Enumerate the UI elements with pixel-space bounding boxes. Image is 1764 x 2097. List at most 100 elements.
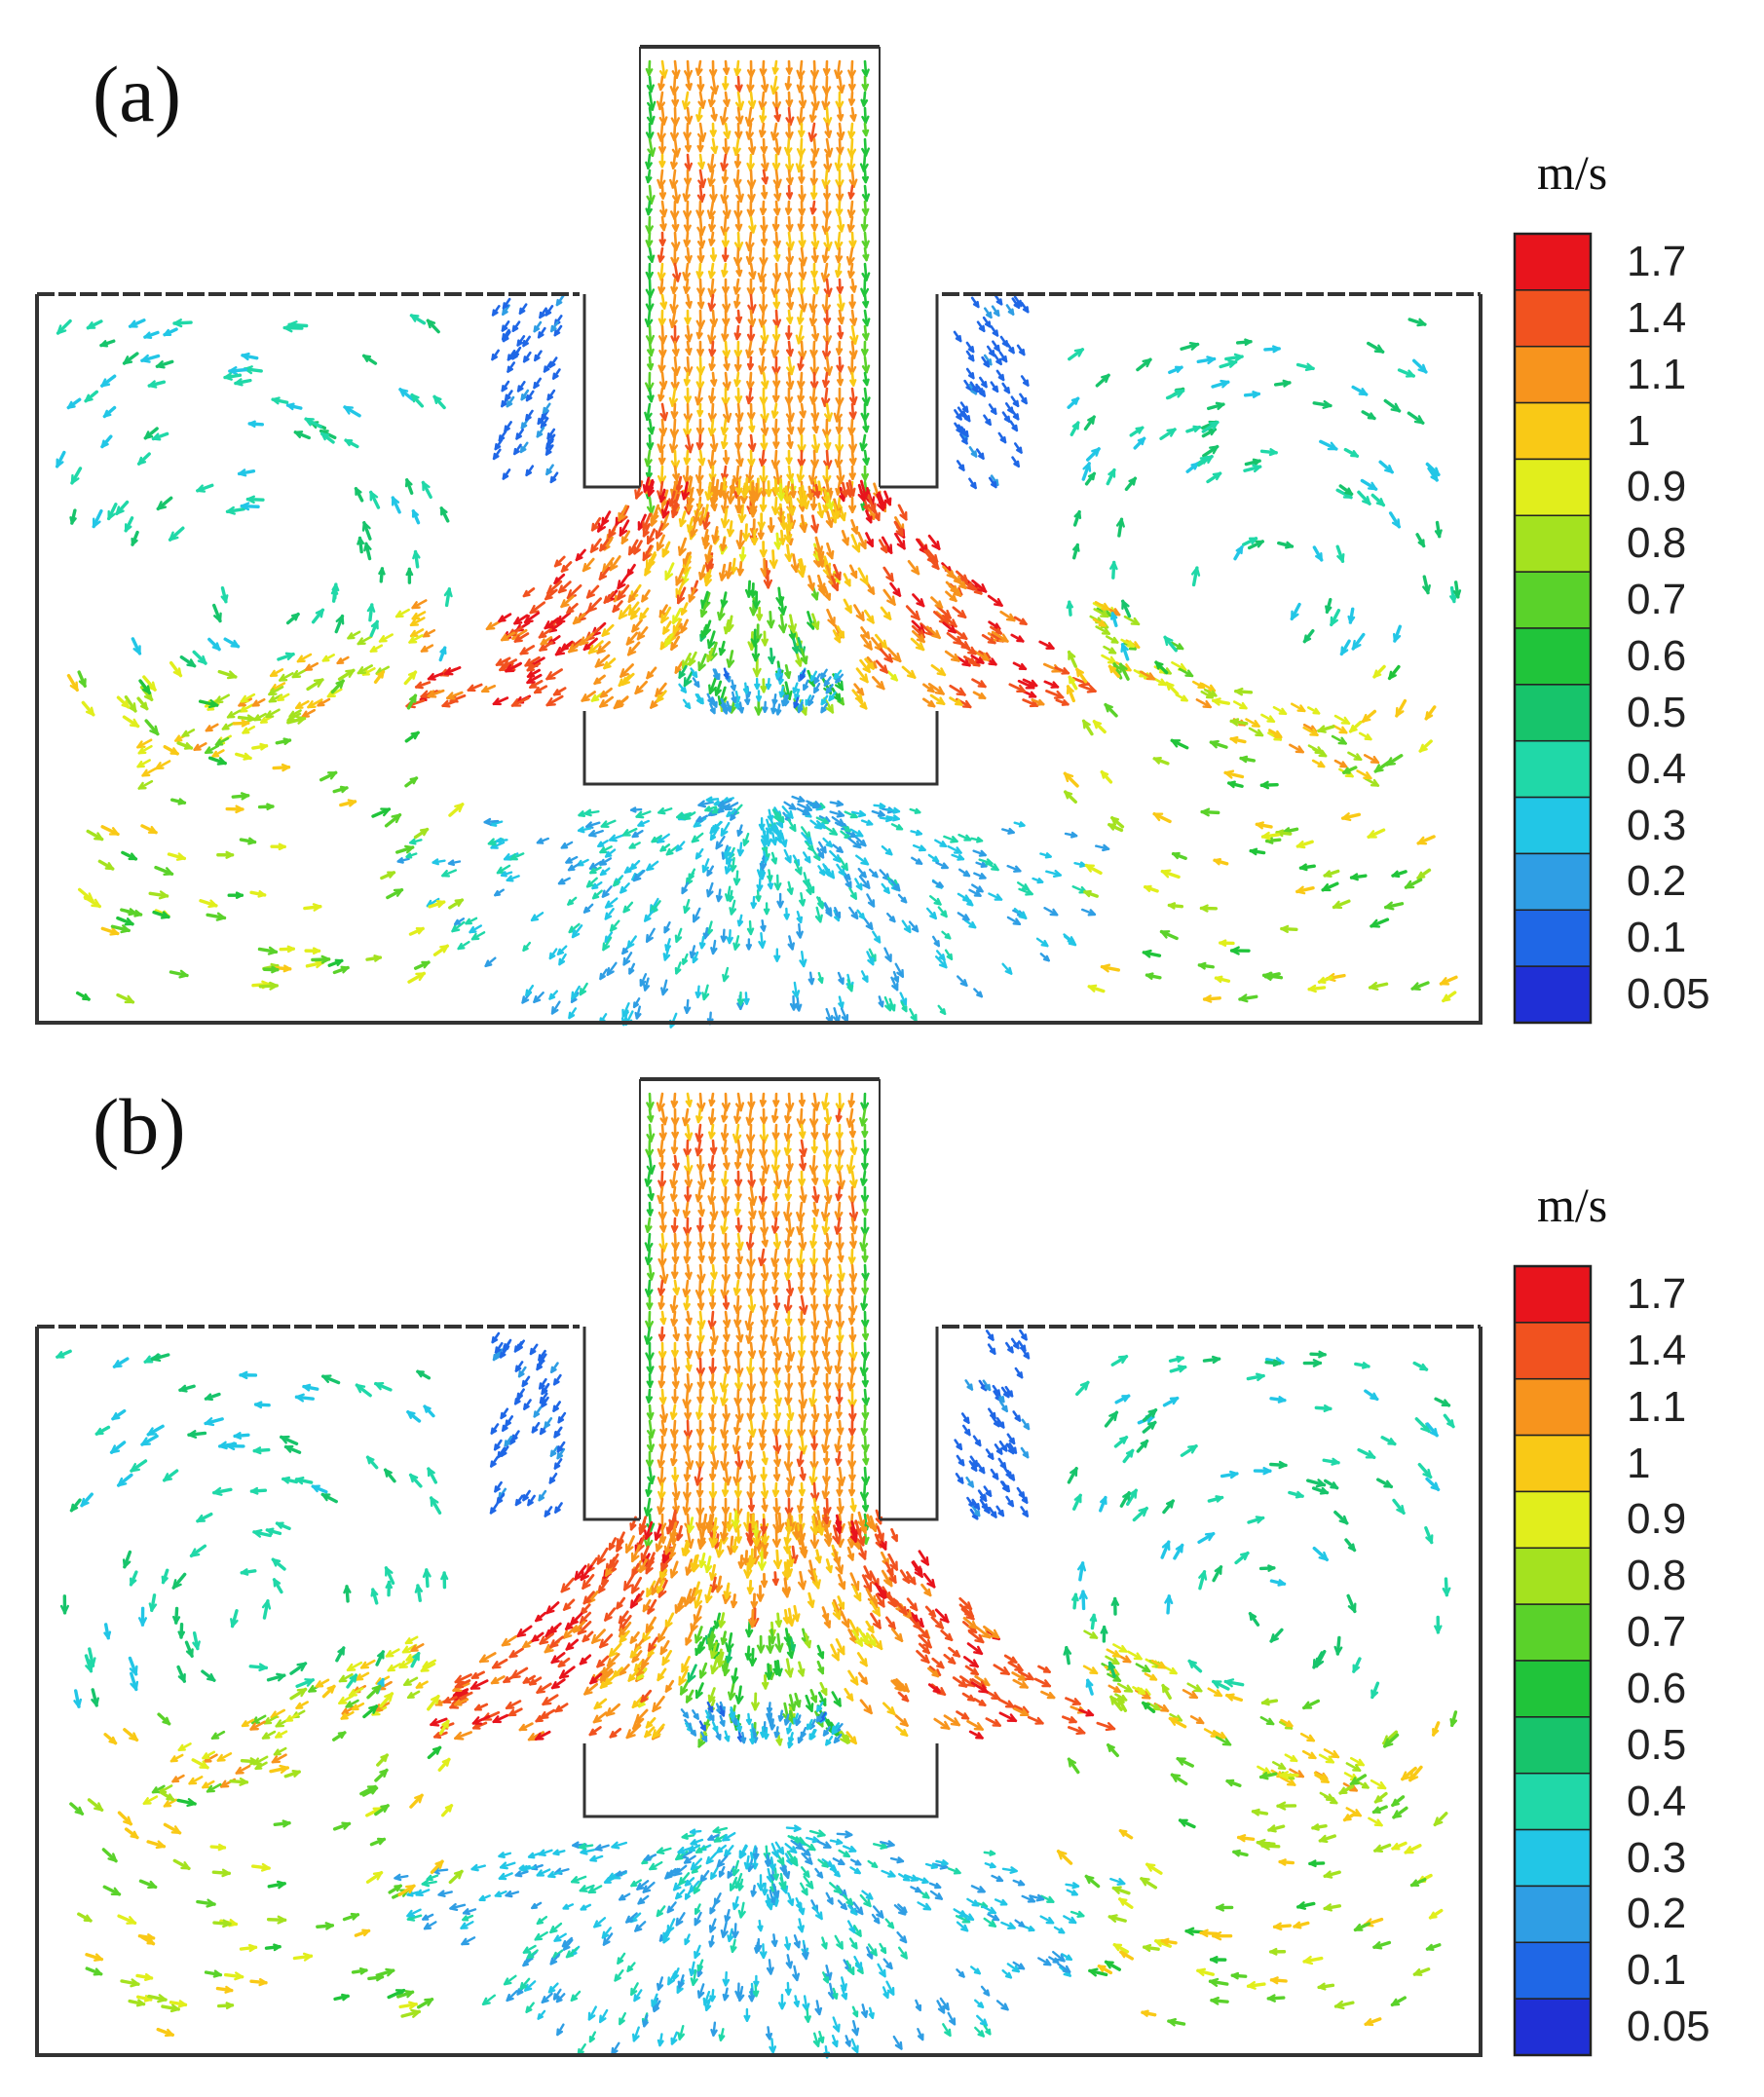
velocity-arrow-head bbox=[1004, 966, 1013, 975]
velocity-arrow bbox=[787, 278, 792, 298]
velocity-arrow-head bbox=[721, 240, 730, 248]
velocity-arrow-head bbox=[260, 717, 269, 724]
velocity-arrow-head bbox=[861, 68, 870, 78]
velocity-arrow-head bbox=[1370, 778, 1380, 787]
velocity-arrow-head bbox=[522, 589, 531, 598]
velocity-arrow-head bbox=[1239, 701, 1248, 710]
velocity-arrow-head bbox=[650, 512, 659, 523]
velocity-arrow-head bbox=[644, 411, 653, 421]
velocity-arrow-head bbox=[591, 522, 599, 532]
velocity-arrow-head bbox=[722, 707, 729, 715]
velocity-arrow-head bbox=[685, 443, 694, 454]
velocity-arrow-head bbox=[849, 113, 857, 122]
velocity-arrow-head bbox=[761, 84, 769, 93]
velocity-arrow-head bbox=[409, 618, 420, 626]
velocity-arrow-head bbox=[1098, 619, 1107, 627]
velocity-arrow-head bbox=[731, 696, 737, 703]
velocity-arrow-head bbox=[470, 932, 480, 941]
velocity-arrow-head bbox=[798, 130, 806, 138]
velocity-arrow-head bbox=[593, 677, 602, 685]
velocity-arrow bbox=[673, 356, 679, 376]
velocity-arrow-head bbox=[752, 492, 762, 502]
velocity-arrow-head bbox=[747, 99, 757, 109]
velocity-arrow-head bbox=[834, 459, 844, 468]
velocity-arrow-head bbox=[596, 645, 606, 655]
velocity-arrow-head bbox=[734, 412, 744, 422]
velocity-arrow-head bbox=[681, 490, 690, 501]
velocity-arrow-head bbox=[659, 208, 668, 218]
velocity-arrow-head bbox=[708, 362, 716, 371]
velocity-arrow-head bbox=[695, 488, 704, 497]
velocity-arrow-head bbox=[656, 542, 664, 551]
velocity-arrow-head bbox=[896, 968, 905, 978]
velocity-arrow-head bbox=[962, 870, 971, 878]
velocity-arrow-head bbox=[578, 810, 586, 818]
colorbar-tick: 1.4 bbox=[1627, 293, 1687, 342]
velocity-arrow-head bbox=[588, 829, 597, 838]
velocity-arrow-head bbox=[771, 66, 779, 75]
velocity-arrow-head bbox=[603, 595, 612, 604]
velocity-arrow bbox=[824, 340, 829, 360]
velocity-arrow-head bbox=[722, 209, 732, 219]
vector-arrows bbox=[56, 1092, 1458, 2059]
colorbar-tick: 0.9 bbox=[1627, 463, 1687, 511]
velocity-arrow-head bbox=[895, 527, 904, 537]
colorbar-segment bbox=[1514, 852, 1592, 912]
velocity-arrow-head bbox=[495, 658, 505, 666]
velocity-arrow-head bbox=[591, 882, 599, 890]
velocity-arrow bbox=[862, 153, 867, 172]
velocity-arrow-head bbox=[632, 1001, 640, 1009]
velocity-arrow-head bbox=[836, 378, 844, 387]
velocity-arrow-head bbox=[888, 916, 896, 923]
velocity-arrow-head bbox=[953, 588, 962, 597]
velocity-arrow-head bbox=[432, 858, 440, 866]
velocity-arrow-head bbox=[763, 579, 773, 589]
velocity-arrow-head bbox=[659, 301, 668, 310]
velocity-arrow bbox=[799, 137, 804, 158]
impingement-plate bbox=[582, 711, 939, 786]
velocity-arrow-head bbox=[214, 738, 224, 746]
velocity-arrow-head bbox=[859, 442, 868, 452]
velocity-arrow-head bbox=[826, 549, 835, 560]
velocity-arrow-head bbox=[819, 845, 827, 854]
velocity-arrow-head bbox=[797, 317, 805, 325]
velocity-arrow-head bbox=[141, 768, 151, 777]
velocity-arrow-head bbox=[823, 193, 831, 202]
velocity-arrow bbox=[946, 631, 963, 646]
velocity-arrow bbox=[686, 402, 690, 424]
velocity-arrow-head bbox=[825, 501, 835, 510]
velocity-arrow-head bbox=[847, 427, 856, 436]
colorbar-tick: 1.7 bbox=[1627, 237, 1687, 285]
velocity-arrow-head bbox=[828, 694, 835, 702]
velocity-arrow-head bbox=[785, 809, 794, 819]
velocity-arrow-head bbox=[671, 194, 681, 204]
velocity-arrow-head bbox=[446, 692, 456, 700]
velocity-arrow-head bbox=[787, 623, 798, 634]
velocity-arrow-head bbox=[585, 880, 594, 888]
velocity-arrow-head bbox=[860, 871, 867, 879]
colorbar-tick: 0.3 bbox=[1627, 801, 1687, 849]
velocity-arrow-head bbox=[745, 131, 754, 140]
velocity-arrow-head bbox=[885, 572, 894, 582]
velocity-arrow-head bbox=[1053, 690, 1065, 699]
velocity-arrow-head bbox=[784, 271, 793, 281]
velocity-arrow bbox=[709, 324, 715, 345]
velocity-arrow-head bbox=[836, 146, 844, 156]
velocity-arrow-head bbox=[837, 696, 844, 706]
velocity-arrow-head bbox=[786, 426, 795, 435]
velocity-arrow bbox=[642, 512, 652, 531]
tank-outline bbox=[35, 294, 1483, 1025]
velocity-arrow bbox=[661, 500, 670, 519]
velocity-arrow-head bbox=[301, 710, 311, 718]
velocity-arrow-head bbox=[239, 705, 248, 713]
velocity-arrow-head bbox=[136, 760, 145, 768]
velocity-arrow-head bbox=[721, 440, 729, 449]
velocity-arrow-head bbox=[720, 162, 729, 171]
velocity-arrow-head bbox=[422, 630, 431, 638]
velocity-arrow bbox=[1042, 662, 1062, 673]
velocity-arrow-head bbox=[810, 192, 818, 200]
velocity-arrow-head bbox=[746, 362, 755, 371]
velocity-arrow-head bbox=[714, 687, 722, 696]
velocity-arrow-head bbox=[798, 256, 807, 267]
colorbar-tick: 0.5 bbox=[1627, 688, 1687, 736]
